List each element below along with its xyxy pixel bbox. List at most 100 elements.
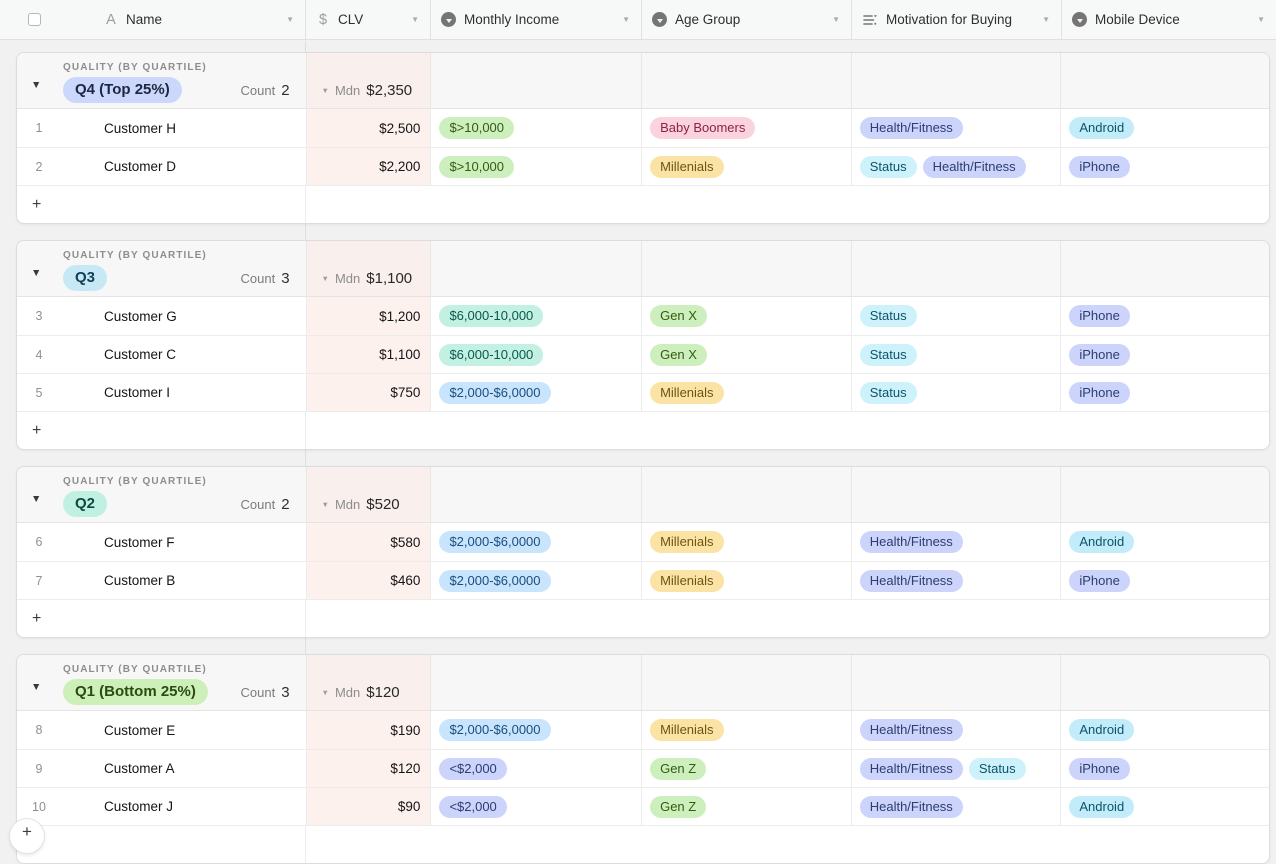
group-clv-summary-cell[interactable]: ▼ Mdn $1,100 <box>305 241 431 296</box>
column-header-age-group[interactable]: Age Group ▼ <box>641 0 851 39</box>
mobile-device-cell[interactable]: iPhone <box>1060 562 1269 599</box>
age-group-cell[interactable]: Baby Boomers <box>641 109 851 147</box>
clv-cell[interactable]: $580 <box>305 523 431 561</box>
age-group-cell[interactable]: Millenials <box>641 711 851 749</box>
column-header-monthly-income[interactable]: Monthly Income ▼ <box>430 0 641 39</box>
age-group-cell[interactable]: Gen Z <box>641 788 851 825</box>
mobile-device-cell[interactable]: Android <box>1060 788 1269 825</box>
chevron-down-icon[interactable]: ▼ <box>411 15 419 24</box>
motivation-cell[interactable]: Status <box>850 297 1061 335</box>
monthly-income-cell[interactable]: $2,000-$6,0000 <box>430 374 641 411</box>
chevron-down-icon[interactable]: ▼ <box>622 15 630 24</box>
motivation-cell[interactable]: Status <box>850 374 1061 411</box>
mobile-device-cell[interactable]: Android <box>1060 711 1269 749</box>
motivation-cell[interactable]: Health/Fitness Status <box>850 750 1061 787</box>
select-pill: Status <box>859 155 917 178</box>
name-cell[interactable]: 6 Customer F <box>17 523 306 561</box>
monthly-income-cell[interactable]: $6,000-10,000 <box>430 336 641 373</box>
name-cell[interactable]: 4 Customer C <box>17 336 306 373</box>
name-cell[interactable]: 2 Customer D <box>17 148 306 185</box>
age-group-cell[interactable]: Millenials <box>641 374 851 411</box>
motivation-cell[interactable]: Health/Fitness <box>850 711 1061 749</box>
age-group-cell[interactable]: Gen X <box>641 297 851 335</box>
mobile-device-cell[interactable]: iPhone <box>1060 148 1269 185</box>
monthly-income-cell[interactable]: $>10,000 <box>430 109 641 147</box>
add-record-button[interactable]: + <box>10 819 44 853</box>
aggregate[interactable]: ▼ Mdn $120 <box>322 679 400 705</box>
name-cell[interactable]: 8 Customer E <box>17 711 306 749</box>
mobile-device-cell[interactable]: Android <box>1060 109 1269 147</box>
aggregate[interactable]: ▼ Mdn $2,350 <box>322 77 413 103</box>
age-group-cell[interactable]: Gen X <box>641 336 851 373</box>
chevron-down-icon[interactable]: ▼ <box>321 687 329 697</box>
name-cell[interactable]: 10 Customer J <box>17 788 306 825</box>
name-cell[interactable]: 7 Customer B <box>17 562 306 599</box>
mobile-device-cell[interactable]: iPhone <box>1060 374 1269 411</box>
name-cell[interactable]: 9 Customer A <box>17 750 306 787</box>
column-header-row: A Name ▼ $ CLV ▼ Monthly Income ▼ Age Gr… <box>0 0 1276 40</box>
motivation-cell[interactable]: Status <box>850 336 1061 373</box>
monthly-income-cell[interactable]: $2,000-$6,0000 <box>430 711 641 749</box>
monthly-income-cell[interactable]: $2,000-$6,0000 <box>430 562 641 599</box>
column-header-clv[interactable]: $ CLV ▼ <box>305 0 430 39</box>
motivation-cell[interactable]: Health/Fitness <box>850 562 1061 599</box>
age-group-cell[interactable]: Millenials <box>641 562 851 599</box>
select-all-checkbox[interactable] <box>28 13 41 26</box>
add-record-row[interactable]: + <box>17 185 1269 223</box>
chevron-down-icon[interactable]: ▼ <box>1257 15 1265 24</box>
chevron-down-icon[interactable]: ▼ <box>321 273 329 283</box>
group-clv-summary-cell[interactable]: ▼ Mdn $120 <box>305 655 431 710</box>
monthly-income-cell[interactable]: <$2,000 <box>430 750 641 787</box>
chevron-down-icon[interactable]: ▼ <box>321 499 329 509</box>
aggregate[interactable]: ▼ Mdn $1,100 <box>322 265 413 291</box>
column-header-mobile-device[interactable]: Mobile Device ▼ <box>1061 0 1276 39</box>
motivation-cell[interactable]: Health/Fitness <box>850 109 1061 147</box>
collapse-triangle-icon[interactable]: ▼ <box>31 493 42 505</box>
clv-cell[interactable]: $460 <box>305 562 431 599</box>
collapse-triangle-icon[interactable]: ▼ <box>31 79 42 91</box>
aggregate[interactable]: ▼ Mdn $520 <box>322 491 400 517</box>
motivation-cell[interactable]: Status Health/Fitness <box>850 148 1061 185</box>
mobile-device-cell[interactable]: Android <box>1060 523 1269 561</box>
column-header-name[interactable]: A Name ▼ <box>0 0 305 39</box>
age-group-cell[interactable]: Millenials <box>641 523 851 561</box>
monthly-income-cell[interactable]: <$2,000 <box>430 788 641 825</box>
clv-cell[interactable]: $190 <box>305 711 431 749</box>
add-record-row[interactable]: + <box>17 599 1269 637</box>
monthly-income-cell[interactable]: $>10,000 <box>430 148 641 185</box>
chevron-down-icon[interactable]: ▼ <box>321 85 329 95</box>
motivation-cell[interactable]: Health/Fitness <box>850 523 1061 561</box>
monthly-income-cell[interactable]: $6,000-10,000 <box>430 297 641 335</box>
clv-cell[interactable]: $90 <box>305 788 431 825</box>
collapse-triangle-icon[interactable]: ▼ <box>31 267 42 279</box>
motivation-cell[interactable]: Health/Fitness <box>850 788 1061 825</box>
clv-cell[interactable]: $2,200 <box>305 148 431 185</box>
name-cell[interactable]: 3 Customer G <box>17 297 306 335</box>
clv-cell[interactable]: $1,200 <box>305 297 431 335</box>
column-header-motivation[interactable]: Motivation for Buying ▼ <box>851 0 1061 39</box>
select-pill: Baby Boomers <box>650 117 756 139</box>
clv-cell[interactable]: $120 <box>305 750 431 787</box>
record-group: ▼ QUALITY (BY QUARTILE) Q2 Count 2 ▼ Mdn… <box>16 466 1270 638</box>
add-record-row[interactable]: + <box>17 411 1269 449</box>
mobile-device-cell[interactable]: iPhone <box>1060 297 1269 335</box>
chevron-down-icon[interactable]: ▼ <box>832 15 840 24</box>
collapse-triangle-icon[interactable]: ▼ <box>31 681 42 693</box>
name-cell[interactable]: 5 Customer I <box>17 374 306 411</box>
group-clv-summary-cell[interactable]: ▼ Mdn $520 <box>305 467 431 522</box>
select-pill: <$2,000 <box>439 757 507 780</box>
clv-cell[interactable]: $750 <box>305 374 431 411</box>
group-clv-summary-cell[interactable]: ▼ Mdn $2,350 <box>305 53 431 108</box>
multi-select-icon <box>862 12 878 28</box>
clv-cell[interactable]: $1,100 <box>305 336 431 373</box>
add-record-row[interactable]: + <box>17 825 1269 863</box>
age-group-cell[interactable]: Gen Z <box>641 750 851 787</box>
clv-cell[interactable]: $2,500 <box>305 109 431 147</box>
mobile-device-cell[interactable]: iPhone <box>1060 336 1269 373</box>
chevron-down-icon[interactable]: ▼ <box>1042 15 1050 24</box>
mobile-device-cell[interactable]: iPhone <box>1060 750 1269 787</box>
chevron-down-icon[interactable]: ▼ <box>286 15 294 24</box>
monthly-income-cell[interactable]: $2,000-$6,0000 <box>430 523 641 561</box>
age-group-cell[interactable]: Millenials <box>641 148 851 185</box>
name-cell[interactable]: 1 Customer H <box>17 109 306 147</box>
